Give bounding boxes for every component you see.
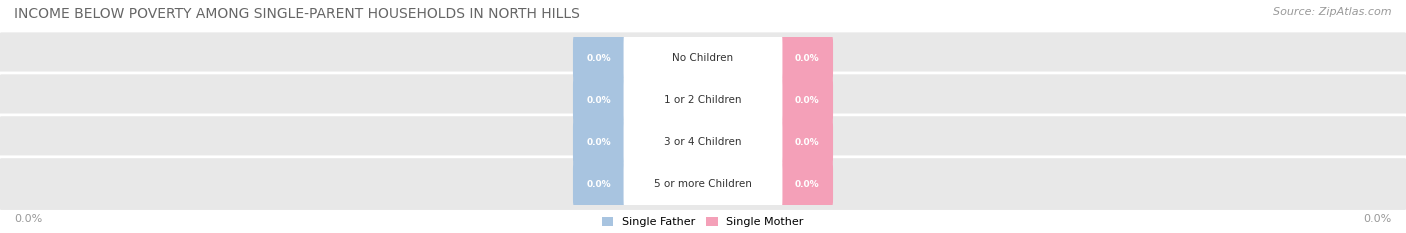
FancyBboxPatch shape	[624, 115, 782, 169]
FancyBboxPatch shape	[624, 73, 782, 127]
Text: 0.0%: 0.0%	[1364, 214, 1392, 224]
FancyBboxPatch shape	[574, 161, 624, 207]
FancyBboxPatch shape	[782, 35, 832, 81]
FancyBboxPatch shape	[574, 35, 624, 81]
Legend: Single Father, Single Mother: Single Father, Single Mother	[602, 217, 804, 227]
FancyBboxPatch shape	[624, 31, 782, 86]
Text: 0.0%: 0.0%	[586, 138, 612, 147]
Text: 0.0%: 0.0%	[794, 96, 820, 105]
Text: 0.0%: 0.0%	[586, 54, 612, 63]
Text: 0.0%: 0.0%	[14, 214, 42, 224]
Text: 0.0%: 0.0%	[794, 138, 820, 147]
FancyBboxPatch shape	[782, 77, 832, 123]
FancyBboxPatch shape	[624, 157, 782, 211]
Text: Source: ZipAtlas.com: Source: ZipAtlas.com	[1274, 7, 1392, 17]
Text: 0.0%: 0.0%	[794, 180, 820, 188]
FancyBboxPatch shape	[574, 119, 624, 165]
Text: No Children: No Children	[672, 53, 734, 63]
Text: 0.0%: 0.0%	[586, 96, 612, 105]
FancyBboxPatch shape	[0, 115, 1406, 169]
FancyBboxPatch shape	[574, 77, 624, 123]
Text: 3 or 4 Children: 3 or 4 Children	[664, 137, 742, 147]
FancyBboxPatch shape	[0, 157, 1406, 211]
FancyBboxPatch shape	[782, 119, 832, 165]
FancyBboxPatch shape	[0, 73, 1406, 127]
FancyBboxPatch shape	[0, 31, 1406, 86]
Text: 1 or 2 Children: 1 or 2 Children	[664, 95, 742, 105]
Text: 5 or more Children: 5 or more Children	[654, 179, 752, 189]
Text: 0.0%: 0.0%	[586, 180, 612, 188]
Text: 0.0%: 0.0%	[794, 54, 820, 63]
FancyBboxPatch shape	[782, 161, 832, 207]
Text: INCOME BELOW POVERTY AMONG SINGLE-PARENT HOUSEHOLDS IN NORTH HILLS: INCOME BELOW POVERTY AMONG SINGLE-PARENT…	[14, 7, 579, 21]
